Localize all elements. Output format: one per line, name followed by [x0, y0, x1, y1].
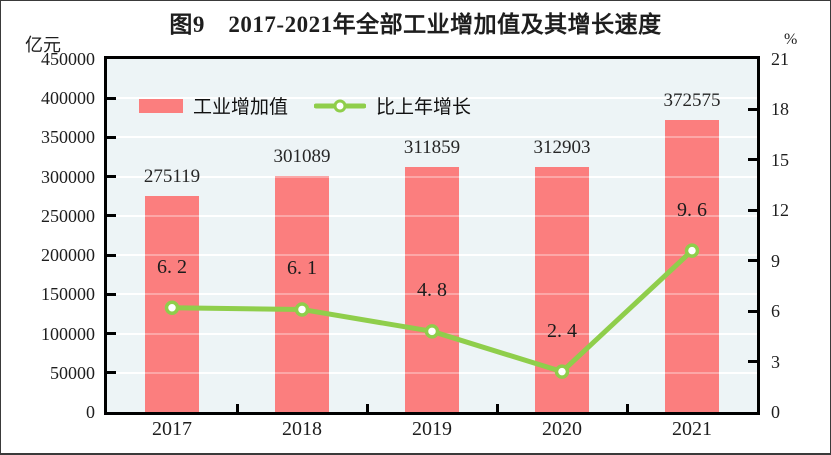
left-axis-tick-label: 250000	[41, 205, 95, 226]
bar-value-label-2020: 312903	[533, 136, 591, 158]
x-axis-label-2021: 2021	[672, 418, 712, 440]
growth-value-label-2021: 9. 6	[677, 198, 707, 221]
left-axis-tick	[107, 214, 116, 218]
left-axis-tick	[107, 253, 116, 257]
right-axis-tick	[748, 158, 757, 162]
chart-title: 图9 2017-2021年全部工业增加值及其增长速度	[169, 12, 662, 37]
left-axis-tick-label: 200000	[41, 245, 95, 266]
legend: 工业增加值 比上年增长	[139, 92, 471, 119]
bar-value-label-2017: 275119	[143, 166, 201, 188]
right-axis-tick-label: 0	[771, 402, 780, 422]
bar-value-label-2021: 372575	[663, 89, 721, 111]
gridline-overlay	[107, 175, 757, 178]
right-axis-tick-label: 21	[771, 49, 789, 69]
right-axis-tick	[748, 259, 757, 263]
right-axis-tick-label: 18	[771, 99, 789, 120]
x-axis-label-2017: 2017	[152, 418, 192, 440]
x-axis-label-2018: 2018	[282, 418, 322, 440]
bar-2020	[535, 166, 589, 412]
right-axis-unit: %	[784, 31, 798, 48]
legend-bar-swatch	[139, 98, 183, 113]
growth-value-label-2017: 6. 2	[157, 255, 187, 278]
right-axis-tick-label: 6	[771, 301, 780, 322]
right-axis-tick	[748, 107, 757, 111]
gridline-overlay	[107, 371, 757, 374]
right-axis-tick	[748, 208, 757, 212]
plot-area: 275119 301089 311859 312903 372575 6. 2 6. 1 4.…	[104, 56, 760, 415]
bar-2017	[145, 196, 199, 412]
left-axis-tick	[107, 332, 116, 336]
gridline	[107, 97, 757, 100]
growth-value-label-2019: 4. 8	[417, 279, 447, 302]
x-axis-tick	[495, 404, 499, 412]
gridline-overlay	[107, 214, 757, 217]
left-axis-tick	[107, 175, 116, 179]
right-axis-tick-label: 3	[771, 351, 780, 372]
bar-2021	[665, 119, 719, 412]
right-axis-tick	[748, 360, 757, 364]
right-axis-tick-label: 12	[771, 200, 789, 221]
right-axis-tick-label: 15	[771, 149, 789, 170]
x-axis-tick	[235, 404, 239, 412]
gridline-overlay	[107, 97, 757, 100]
left-axis-tick-label: 0	[86, 402, 95, 422]
gridline-overlay	[107, 136, 757, 139]
gridline	[107, 136, 757, 139]
legend-line-marker-icon	[314, 99, 367, 112]
left-axis-tick-label: 350000	[41, 127, 95, 148]
left-axis-tick-label: 150000	[41, 284, 95, 305]
left-axis-unit: 亿元	[25, 35, 61, 55]
legend-label: 工业增加值	[193, 97, 289, 118]
right-axis-tick-label: 9	[771, 250, 780, 271]
x-axis-tick	[625, 404, 629, 412]
x-axis-tick	[365, 404, 369, 412]
left-axis-tick-label: 100000	[41, 323, 95, 344]
right-axis-tick	[748, 309, 757, 313]
left-axis-tick-label: 450000	[41, 49, 95, 69]
left-axis-tick	[107, 371, 116, 375]
legend-item-line: 比上年增长	[314, 92, 471, 119]
bar-value-label-2019: 311859	[403, 137, 461, 159]
left-axis-tick	[107, 96, 116, 100]
gridline-overlay	[107, 332, 757, 335]
left-axis-tick	[107, 292, 116, 296]
left-axis-tick-label: 400000	[41, 88, 95, 109]
legend-label: 比上年增长	[376, 97, 472, 118]
x-axis-label-2019: 2019	[412, 418, 452, 440]
left-axis-tick-label: 50000	[50, 362, 95, 383]
growth-value-label-2020: 2. 4	[547, 319, 577, 342]
left-axis-tick	[107, 135, 116, 139]
x-axis-label-2020: 2020	[542, 418, 582, 440]
legend-item-bar: 工业增加值	[139, 92, 288, 119]
left-axis-tick-label: 300000	[41, 166, 95, 187]
bar-value-label-2018: 301089	[273, 145, 331, 167]
growth-value-label-2018: 6. 1	[287, 257, 317, 280]
